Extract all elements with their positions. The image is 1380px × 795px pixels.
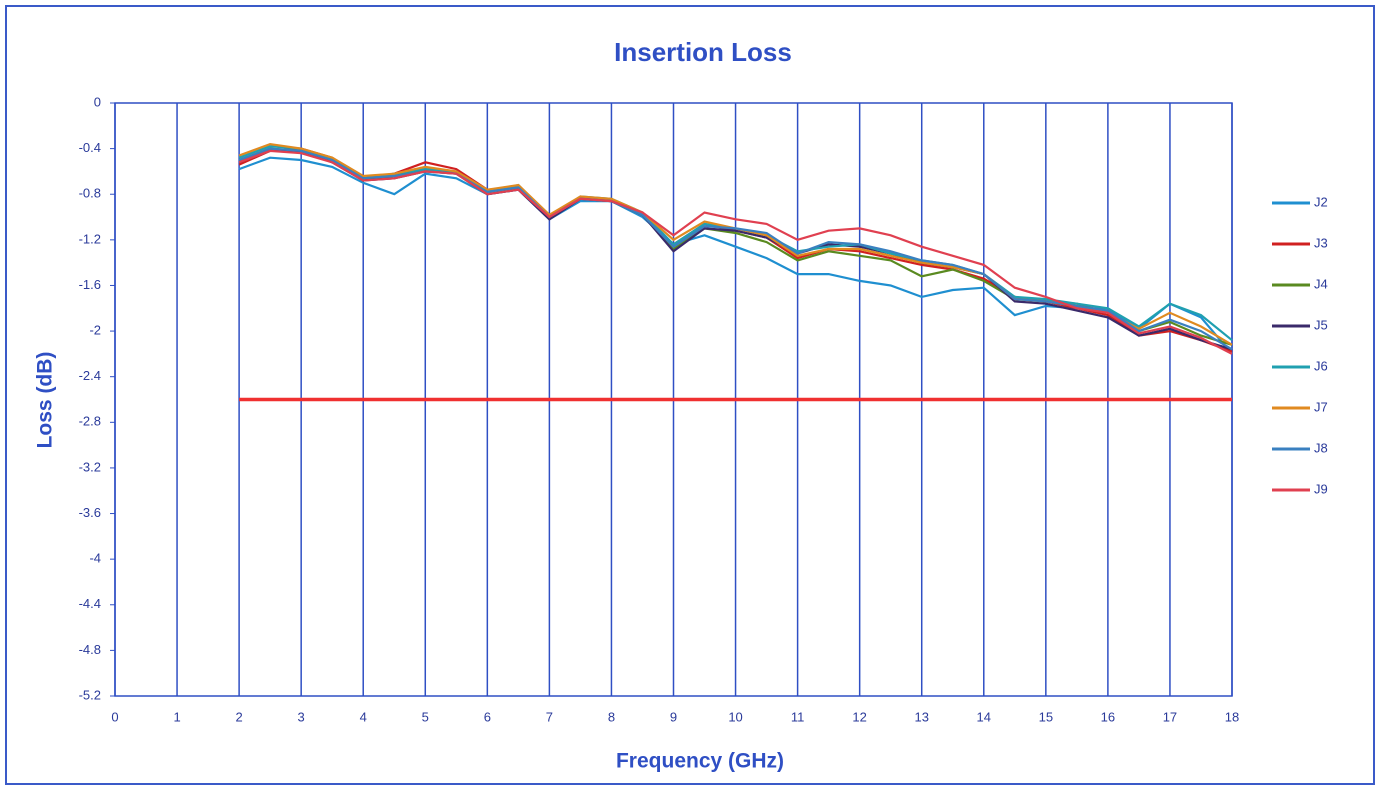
x-tick-label: 17 <box>1163 709 1177 724</box>
y-tick-label: -0.8 <box>79 186 101 201</box>
y-tick-label: -0.4 <box>79 140 101 155</box>
y-tick-label: -2.8 <box>79 414 101 429</box>
y-tick-label: 0 <box>94 94 101 109</box>
x-tick-label: 11 <box>791 709 805 724</box>
legend-label: J9 <box>1314 481 1328 496</box>
x-tick-label: 14 <box>977 709 991 724</box>
x-tick-label: 7 <box>546 709 553 724</box>
x-axis-label: Frequency (GHz) <box>616 750 784 773</box>
x-tick-label: 13 <box>914 709 928 724</box>
legend-label: J6 <box>1314 358 1328 373</box>
y-tick-label: -5.2 <box>79 687 101 702</box>
x-tick-label: 10 <box>728 709 742 724</box>
y-axis-label: Loss (dB) <box>34 352 57 449</box>
x-tick-label: 16 <box>1101 709 1115 724</box>
y-tick-label: -1.6 <box>79 277 101 292</box>
x-tick-label: 9 <box>670 709 677 724</box>
legend-label: J7 <box>1314 399 1328 414</box>
y-tick-label: -2.4 <box>79 368 101 383</box>
chart-title: Insertion Loss <box>614 37 792 67</box>
x-tick-label: 15 <box>1039 709 1053 724</box>
y-tick-label: -4.4 <box>79 596 101 611</box>
x-tick-label: 12 <box>852 709 866 724</box>
x-tick-label: 2 <box>235 709 242 724</box>
legend-label: J4 <box>1314 276 1328 291</box>
series-line <box>238 149 1233 355</box>
y-tick-label: -3.2 <box>79 459 101 474</box>
chart-frame <box>5 5 1375 785</box>
x-tick-label: 6 <box>484 709 491 724</box>
y-tick-label: -3.6 <box>79 505 101 520</box>
x-tick-label: 5 <box>422 709 429 724</box>
legend-label: J3 <box>1314 235 1328 250</box>
y-tick-label: -4.8 <box>79 642 101 657</box>
legend-label: J8 <box>1314 440 1328 455</box>
y-tick-label: -4 <box>89 551 101 566</box>
x-tick-label: 0 <box>111 709 118 724</box>
legend-label: J2 <box>1314 194 1328 209</box>
x-tick-label: 4 <box>360 709 367 724</box>
x-tick-label: 18 <box>1225 709 1239 724</box>
y-tick-label: -1.2 <box>79 231 101 246</box>
legend-label: J5 <box>1314 317 1328 332</box>
y-tick-label: -2 <box>89 323 101 338</box>
x-tick-label: 1 <box>173 709 180 724</box>
x-tick-label: 8 <box>608 709 615 724</box>
x-tick-label: 3 <box>298 709 305 724</box>
